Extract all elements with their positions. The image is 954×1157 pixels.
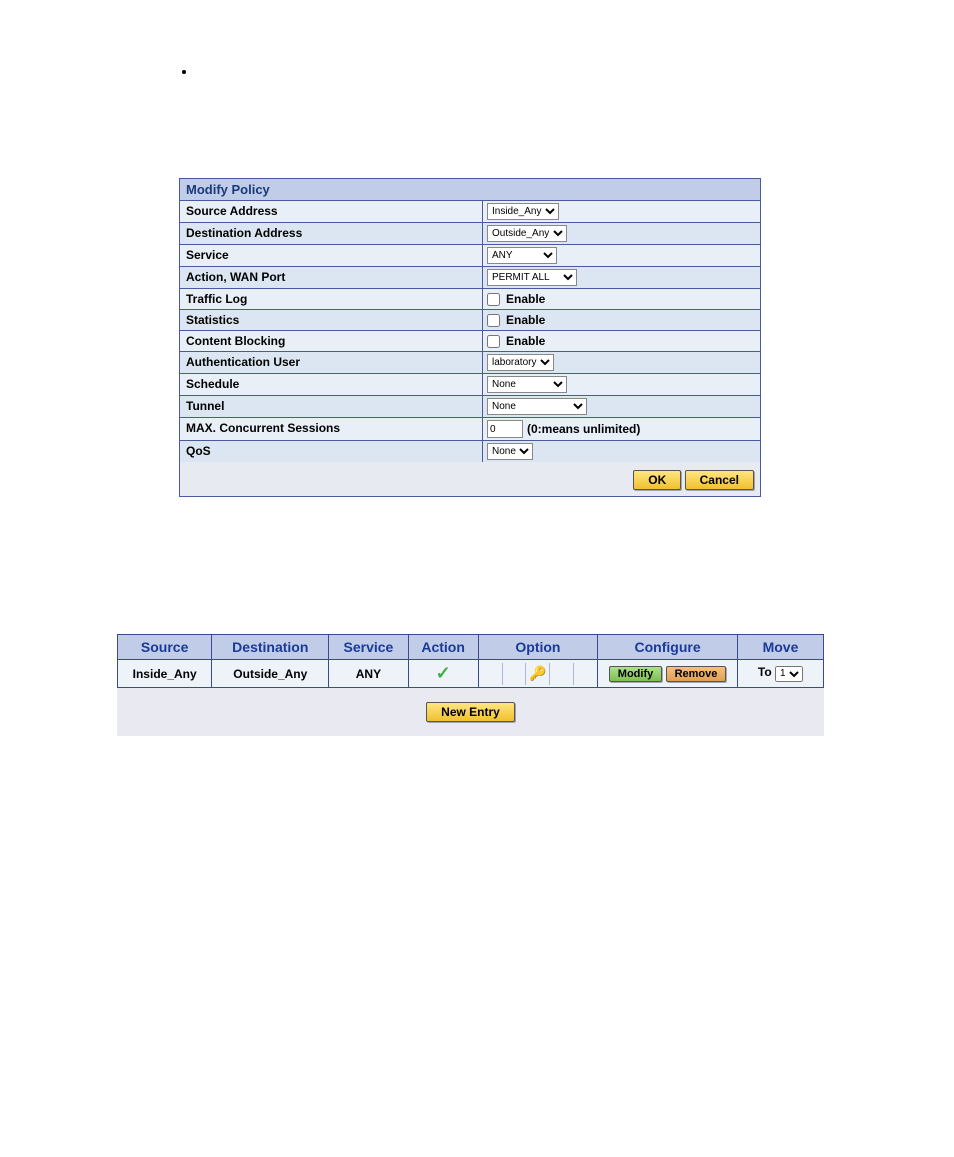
checkbox-statistics[interactable] (487, 314, 500, 327)
row-destination-address: Destination Address Outside_Any (180, 223, 760, 245)
checkbox-content-blocking[interactable] (487, 335, 500, 348)
form-footer: OK Cancel (180, 462, 760, 496)
row-action-wan: Action, WAN Port PERMIT ALL (180, 267, 760, 289)
select-destination-address[interactable]: Outside_Any (487, 225, 567, 242)
select-service[interactable]: ANY (487, 247, 557, 264)
panel-title: Modify Policy (180, 179, 760, 201)
checkbox-label-traffic-log: Enable (506, 292, 545, 306)
remove-button[interactable]: Remove (666, 666, 727, 682)
row-service: Service ANY (180, 245, 760, 267)
cell-configure: Modify Remove (598, 660, 738, 688)
hint-max-sessions: (0:means unlimited) (527, 422, 640, 436)
cancel-button[interactable]: Cancel (685, 470, 754, 490)
label-auth-user: Authentication User (180, 352, 483, 373)
label-statistics: Statistics (180, 310, 483, 330)
row-schedule: Schedule None (180, 374, 760, 396)
bullet-dot (182, 70, 186, 74)
new-entry-button[interactable]: New Entry (426, 702, 515, 722)
checkbox-label-statistics: Enable (506, 313, 545, 327)
move-select[interactable]: 1 (775, 666, 803, 682)
row-qos: QoS None (180, 441, 760, 462)
label-service: Service (180, 245, 483, 266)
label-traffic-log: Traffic Log (180, 289, 483, 309)
row-max-sessions: MAX. Concurrent Sessions (0:means unlimi… (180, 418, 760, 441)
row-statistics: Statistics Enable (180, 310, 760, 331)
policy-grid-panel: Source Destination Service Action Option… (117, 634, 824, 736)
label-action-wan: Action, WAN Port (180, 267, 483, 288)
col-action: Action (408, 635, 478, 660)
row-content-blocking: Content Blocking Enable (180, 331, 760, 352)
option-slot-5 (574, 663, 597, 685)
col-source: Source (118, 635, 212, 660)
option-slot-3: 🔑 (526, 663, 550, 685)
option-slot-2 (503, 663, 527, 685)
label-schedule: Schedule (180, 374, 483, 395)
col-option: Option (478, 635, 598, 660)
ok-button[interactable]: OK (633, 470, 681, 490)
label-source-address: Source Address (180, 201, 483, 222)
checkbox-traffic-log[interactable] (487, 293, 500, 306)
policy-grid: Source Destination Service Action Option… (117, 634, 824, 688)
select-source-address[interactable]: Inside_Any (487, 203, 559, 220)
col-destination: Destination (212, 635, 329, 660)
option-slot-1 (479, 663, 503, 685)
select-auth-user[interactable]: laboratory (487, 354, 554, 371)
row-tunnel: Tunnel None (180, 396, 760, 418)
auth-key-icon: 🔑 (529, 665, 546, 682)
col-configure: Configure (598, 635, 738, 660)
select-tunnel[interactable]: None (487, 398, 587, 415)
table-row: Inside_Any Outside_Any ANY ✓ 🔑 Modify (118, 660, 824, 688)
row-traffic-log: Traffic Log Enable (180, 289, 760, 310)
col-move: Move (737, 635, 823, 660)
move-label: To (758, 665, 772, 679)
label-destination-address: Destination Address (180, 223, 483, 244)
modify-policy-panel: Modify Policy Source Address Inside_Any … (179, 178, 761, 497)
cell-action: ✓ (408, 660, 478, 688)
checkbox-label-content-blocking: Enable (506, 334, 545, 348)
cell-option: 🔑 (478, 660, 598, 688)
label-max-sessions: MAX. Concurrent Sessions (180, 418, 483, 440)
cell-move: To 1 (737, 660, 823, 688)
cell-destination: Outside_Any (212, 660, 329, 688)
select-action-wan[interactable]: PERMIT ALL (487, 269, 577, 286)
option-slot-4 (550, 663, 574, 685)
permit-check-icon: ✓ (436, 663, 451, 683)
row-source-address: Source Address Inside_Any (180, 201, 760, 223)
label-tunnel: Tunnel (180, 396, 483, 417)
select-schedule[interactable]: None (487, 376, 567, 393)
label-qos: QoS (180, 441, 483, 462)
label-content-blocking: Content Blocking (180, 331, 483, 351)
modify-button[interactable]: Modify (609, 666, 662, 682)
cell-service: ANY (329, 660, 408, 688)
cell-source: Inside_Any (118, 660, 212, 688)
input-max-sessions[interactable] (487, 420, 523, 438)
col-service: Service (329, 635, 408, 660)
row-auth-user: Authentication User laboratory (180, 352, 760, 374)
select-qos[interactable]: None (487, 443, 533, 460)
